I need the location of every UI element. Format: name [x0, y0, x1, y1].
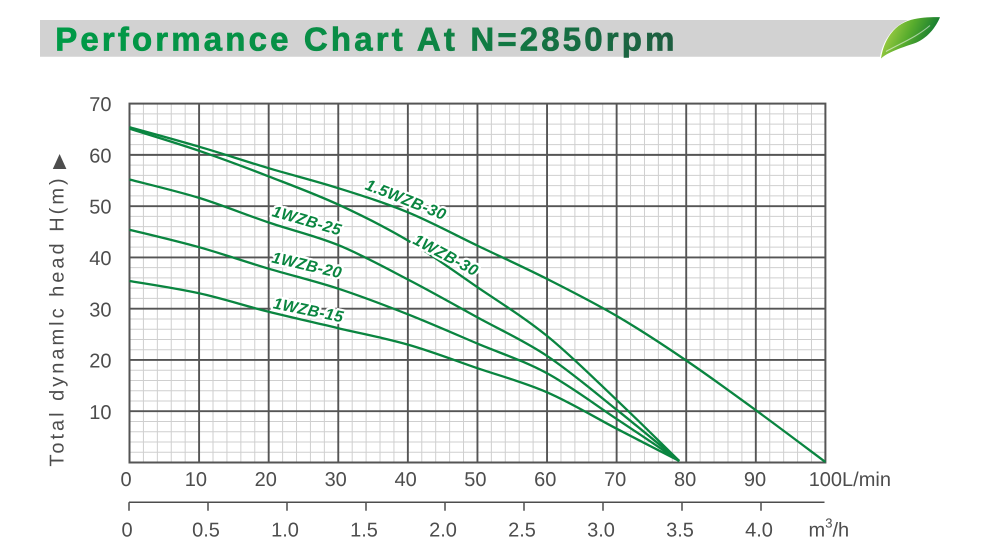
svg-text:3.5: 3.5	[666, 520, 694, 542]
svg-text:80: 80	[674, 469, 696, 491]
svg-text:0: 0	[120, 469, 131, 491]
svg-text:20: 20	[255, 469, 277, 491]
svg-text:70: 70	[89, 94, 111, 116]
svg-text:20: 20	[89, 351, 111, 373]
svg-text:30: 30	[89, 299, 111, 321]
svg-text:3.0: 3.0	[587, 520, 615, 542]
svg-text:1.5: 1.5	[350, 520, 378, 542]
svg-text:60: 60	[89, 146, 111, 168]
svg-text:0: 0	[121, 520, 132, 542]
svg-text:70: 70	[604, 469, 626, 491]
svg-text:Total dynamlc head H(m): Total dynamlc head H(m)	[47, 175, 69, 466]
svg-text:30: 30	[325, 469, 347, 491]
svg-text:2.5: 2.5	[508, 520, 536, 542]
svg-text:60: 60	[534, 469, 556, 491]
svg-text:0.5: 0.5	[192, 520, 220, 542]
svg-text:100L/min: 100L/min	[809, 469, 891, 491]
svg-text:50: 50	[464, 469, 486, 491]
svg-text:50: 50	[89, 197, 111, 219]
svg-text:40: 40	[89, 248, 111, 270]
svg-text:10: 10	[185, 469, 207, 491]
svg-text:2.0: 2.0	[429, 520, 457, 542]
svg-text:1.0: 1.0	[271, 520, 299, 542]
svg-text:4.0: 4.0	[745, 520, 773, 542]
svg-text:90: 90	[744, 469, 766, 491]
svg-text:Performance Chart At N=2850rpm: Performance Chart At N=2850rpm	[55, 21, 677, 58]
svg-text:/h: /h	[833, 520, 850, 542]
svg-text:3: 3	[825, 516, 832, 531]
svg-text:40: 40	[394, 469, 416, 491]
svg-text:m: m	[809, 520, 826, 542]
svg-text:10: 10	[89, 402, 111, 424]
